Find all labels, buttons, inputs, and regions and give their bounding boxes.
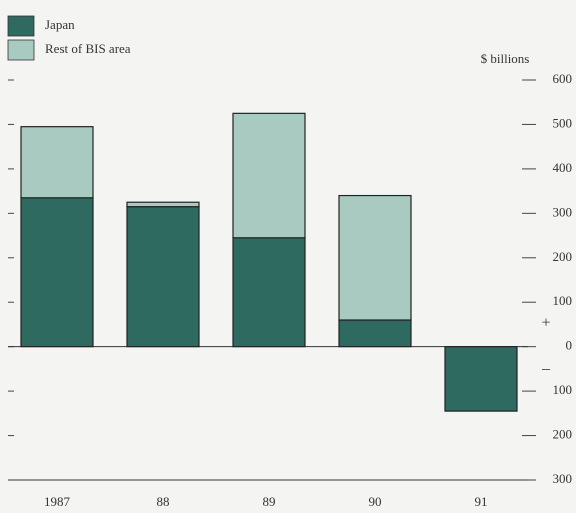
x-tick-label: 89	[263, 494, 276, 509]
legend-swatch	[7, 39, 35, 61]
legend-label: Japan	[45, 17, 75, 32]
plus-sign: +	[541, 315, 550, 332]
bar-segment	[338, 194, 412, 321]
bar-segment	[232, 237, 306, 348]
bar-segment	[20, 126, 94, 199]
bar-segment	[20, 197, 94, 348]
bar-segment	[338, 319, 412, 348]
x-tick-label: 90	[369, 494, 382, 509]
bar-segment	[126, 201, 200, 208]
bar-segment	[232, 112, 306, 239]
y-tick-label: 0	[566, 338, 573, 353]
y-tick-label: 300	[553, 204, 573, 219]
legend-label: Rest of BIS area	[45, 41, 131, 56]
bar-segment	[444, 346, 518, 412]
y-tick-label: 300	[553, 471, 573, 486]
y-tick-label: 100	[553, 382, 573, 397]
y-axis-label: $ billions	[481, 51, 530, 66]
minus-sign: –	[541, 361, 551, 378]
y-tick-label: 400	[553, 160, 573, 175]
y-tick-label: 500	[553, 115, 573, 130]
x-tick-label: 91	[475, 494, 488, 509]
legend-swatch	[7, 15, 35, 37]
y-tick-label: 200	[553, 249, 573, 264]
y-tick-label: 100	[553, 293, 573, 308]
bar-segment	[126, 206, 200, 348]
y-tick-label: 200	[553, 427, 573, 442]
y-tick-label: 600	[553, 71, 573, 86]
x-tick-label: 1987	[44, 494, 71, 509]
x-tick-label: 88	[157, 494, 170, 509]
